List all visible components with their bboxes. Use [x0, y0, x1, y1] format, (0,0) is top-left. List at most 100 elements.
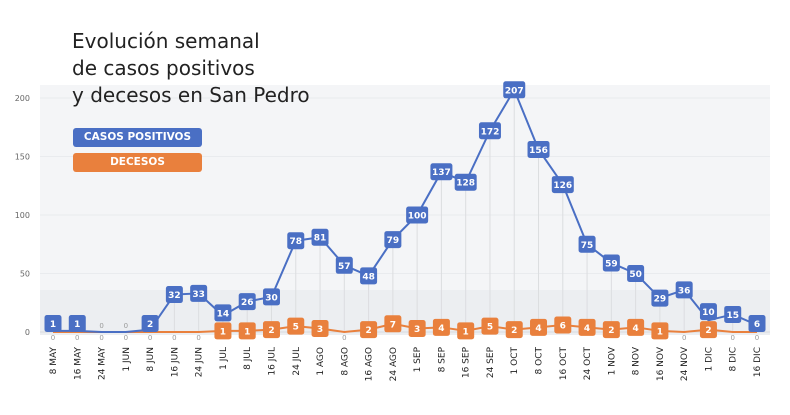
data-label: 48 [362, 272, 375, 282]
point-decesos [384, 315, 402, 333]
x-tick-label: 1 NOV [607, 346, 617, 375]
point-casos-positivos [454, 173, 477, 191]
point-casos-positivos [578, 235, 596, 253]
x-tick-label: 24 AGO [389, 347, 399, 381]
data-label: 2 [268, 326, 274, 336]
x-tick-label: 8 NOV [632, 346, 642, 375]
data-label: 30 [265, 293, 278, 303]
point-casos-positivos [44, 315, 62, 332]
data-label: 15 [726, 311, 739, 321]
data-label: 137 [432, 168, 451, 178]
legend-decesos: DECESOS [73, 153, 202, 172]
data-label: 33 [192, 290, 205, 300]
point-decesos [505, 321, 523, 339]
data-label: 26 [241, 298, 254, 308]
zero-label-decesos: 0 [51, 334, 55, 342]
x-tick-label: 1 SEP [413, 346, 423, 372]
data-label: 1 [74, 320, 80, 330]
data-label: 172 [481, 127, 500, 137]
zero-label-decesos: 0 [75, 334, 79, 342]
zero-label-decesos: 0 [148, 334, 152, 342]
point-decesos [481, 317, 499, 335]
point-decesos [262, 321, 280, 339]
x-tick-label: 16 AGO [365, 347, 375, 381]
data-label: 126 [553, 181, 572, 191]
point-decesos [530, 318, 548, 336]
point-casos-positivos [675, 281, 693, 299]
point-decesos [699, 321, 717, 339]
data-label: 79 [387, 236, 400, 246]
point-decesos [408, 319, 426, 337]
zero-label-decesos: 0 [99, 334, 103, 342]
x-tick-label: 16 NOV [656, 346, 666, 381]
data-label: 32 [168, 291, 181, 301]
data-label: 1 [50, 320, 56, 330]
title-line-2: de casos positivos [72, 56, 255, 80]
data-label: 1 [244, 327, 250, 337]
point-casos-positivos [551, 176, 574, 194]
data-label: 75 [581, 241, 594, 251]
x-tick-label: 8 OCT [535, 346, 545, 374]
x-tick-label: 1 OCT [510, 346, 520, 374]
point-casos-positivos [724, 305, 742, 323]
data-label: 5 [293, 323, 299, 333]
point-casos-positivos [262, 288, 280, 306]
point-decesos [311, 319, 329, 337]
x-tick-label: 24 JUL [292, 347, 302, 376]
x-tick-label: 16 OCT [559, 347, 569, 381]
legend-casos-positivos: CASOS POSITIVOS [73, 128, 202, 147]
point-casos-positivos [214, 304, 232, 322]
x-tick-label: 1 DIC [704, 347, 714, 371]
x-tick-label: 1 JUN [122, 347, 132, 372]
x-tick-label: 24 NOV [680, 346, 690, 381]
x-tick-label: 16 MAY [73, 347, 83, 381]
x-tick-label: 16 DIC [753, 347, 763, 377]
zero-label-decesos: 0 [730, 334, 734, 342]
title-line-1: Evolución semanal [72, 29, 260, 53]
data-label: 1 [220, 327, 226, 337]
data-label: 1 [463, 327, 469, 337]
data-label: 14 [217, 309, 230, 319]
data-label: 156 [529, 146, 548, 156]
data-label: 2 [147, 320, 153, 330]
data-label: 2 [511, 326, 517, 336]
point-casos-positivos [384, 231, 402, 249]
x-tick-label: 8 AGO [340, 347, 350, 376]
data-label: 6 [560, 321, 566, 331]
x-tick-label: 8 JUL [243, 347, 253, 370]
data-label: 2 [365, 326, 371, 336]
point-casos-positivos [311, 228, 329, 246]
data-label: 1 [657, 327, 663, 337]
point-decesos [457, 322, 475, 340]
point-decesos [602, 321, 620, 339]
data-label: 3 [317, 325, 323, 335]
data-label: 4 [584, 324, 590, 334]
data-label: 6 [754, 320, 760, 330]
x-tick-label: 16 SEP [462, 346, 472, 378]
point-decesos [432, 318, 450, 336]
point-decesos [554, 316, 572, 334]
point-casos-positivos [287, 232, 305, 250]
x-tick-label: 8 SEP [437, 346, 447, 372]
data-label: 5 [487, 323, 493, 333]
data-label: 10 [702, 308, 715, 318]
zero-label-decesos: 0 [755, 334, 759, 342]
point-casos-positivos [627, 265, 645, 282]
x-tick-label: 24 OCT [583, 347, 593, 381]
data-label: 81 [314, 234, 327, 244]
data-label: 7 [390, 320, 396, 330]
y-tick-label: 0 [25, 328, 30, 337]
data-label: 36 [678, 286, 691, 296]
zero-label-decesos: 0 [682, 334, 686, 342]
data-label: 4 [632, 324, 638, 334]
data-label: 207 [505, 86, 524, 96]
x-tick-label: 8 MAY [49, 347, 59, 375]
data-label: 2 [705, 326, 711, 336]
zero-label-decesos: 0 [172, 334, 176, 342]
point-decesos [238, 322, 256, 340]
data-label: 2 [608, 326, 614, 336]
data-label: 100 [408, 212, 427, 222]
title-line-3: y decesos en San Pedro [72, 83, 310, 107]
data-label: 4 [535, 324, 541, 334]
